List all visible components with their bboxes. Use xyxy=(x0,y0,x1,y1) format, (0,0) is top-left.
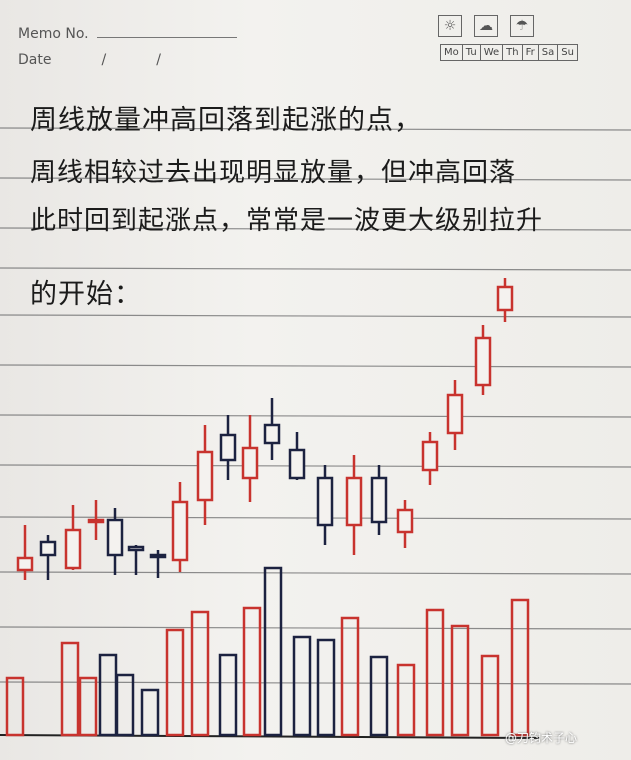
date-label: Date xyxy=(18,52,52,68)
watermark: @刀钧术子心 xyxy=(505,731,578,745)
candle-body xyxy=(263,423,281,445)
candle-body xyxy=(106,518,124,557)
weekday-boxes: Mo Tu We Th Fr Sa Su xyxy=(440,44,578,61)
volume-bar xyxy=(292,635,312,737)
candle-body xyxy=(64,528,82,570)
volume-bar xyxy=(396,663,416,737)
ruled-line xyxy=(0,227,631,231)
volume-bar xyxy=(5,676,25,737)
candle-body xyxy=(446,393,464,435)
note-line: 周线放量冲高回落到起涨的点， xyxy=(30,105,422,136)
ruled-line xyxy=(0,414,631,418)
ruled-line xyxy=(0,177,631,181)
volume-bar xyxy=(510,598,530,737)
candle-body xyxy=(370,476,388,524)
note-line: 周线相较过去出现明显放量，但冲高回落 xyxy=(30,158,517,188)
candle-body xyxy=(316,476,334,527)
candle-body xyxy=(87,518,105,524)
date-separator: / xyxy=(156,52,161,68)
candle-body xyxy=(196,450,214,502)
candle-body xyxy=(16,556,34,572)
volume-bar xyxy=(425,608,445,737)
date-separator: / xyxy=(101,52,107,68)
ruled-line xyxy=(0,464,631,468)
volume-bar xyxy=(190,610,210,737)
volume-bar xyxy=(115,673,135,737)
volume-bar xyxy=(450,624,470,737)
ruled-line xyxy=(0,681,631,685)
ruled-line xyxy=(0,127,631,131)
ruled-line xyxy=(0,364,631,368)
volume-bar xyxy=(140,688,160,737)
candle-body xyxy=(288,448,306,480)
ruled-line xyxy=(0,267,631,271)
candle-body xyxy=(171,500,189,562)
candle-body xyxy=(149,553,167,559)
memo-number-field: Memo No. xyxy=(18,26,237,42)
volume-bar xyxy=(78,676,98,737)
ruled-line xyxy=(0,626,631,630)
ruled-line xyxy=(0,571,631,575)
candle-body xyxy=(421,440,439,472)
volume-bar xyxy=(98,653,118,737)
candle-body xyxy=(241,446,259,480)
volume-bar xyxy=(60,641,80,737)
volume-bar xyxy=(316,638,336,737)
candle-body xyxy=(345,476,363,527)
date-field: Date / / xyxy=(18,52,161,68)
candle-body xyxy=(219,433,237,462)
rain-icon: ☂ xyxy=(510,15,534,37)
volume-bar xyxy=(340,616,360,737)
volume-bar xyxy=(369,655,389,737)
note-line: 的开始： xyxy=(30,279,142,310)
volume-bar xyxy=(218,653,238,737)
note-line: 此时回到起涨点，常常是一波更大级别拉升 xyxy=(30,206,544,236)
candle-body xyxy=(39,540,57,557)
weather-icons: ☼ ☁ ☂ xyxy=(438,15,534,37)
candle-body xyxy=(474,336,492,387)
volume-bar xyxy=(165,628,185,737)
candle-body xyxy=(127,545,145,552)
volume-bar xyxy=(263,566,283,737)
candle-body xyxy=(496,285,514,312)
volume-bar xyxy=(242,606,262,737)
volume-bar xyxy=(480,654,500,737)
ruled-line xyxy=(0,314,631,318)
weekday: Su xyxy=(557,44,578,61)
candle-body xyxy=(396,508,414,534)
cloudy-icon: ☁ xyxy=(474,15,498,37)
ruled-line xyxy=(0,516,631,520)
memo-label: Memo No. xyxy=(18,26,89,42)
sun-icon: ☼ xyxy=(438,15,462,37)
